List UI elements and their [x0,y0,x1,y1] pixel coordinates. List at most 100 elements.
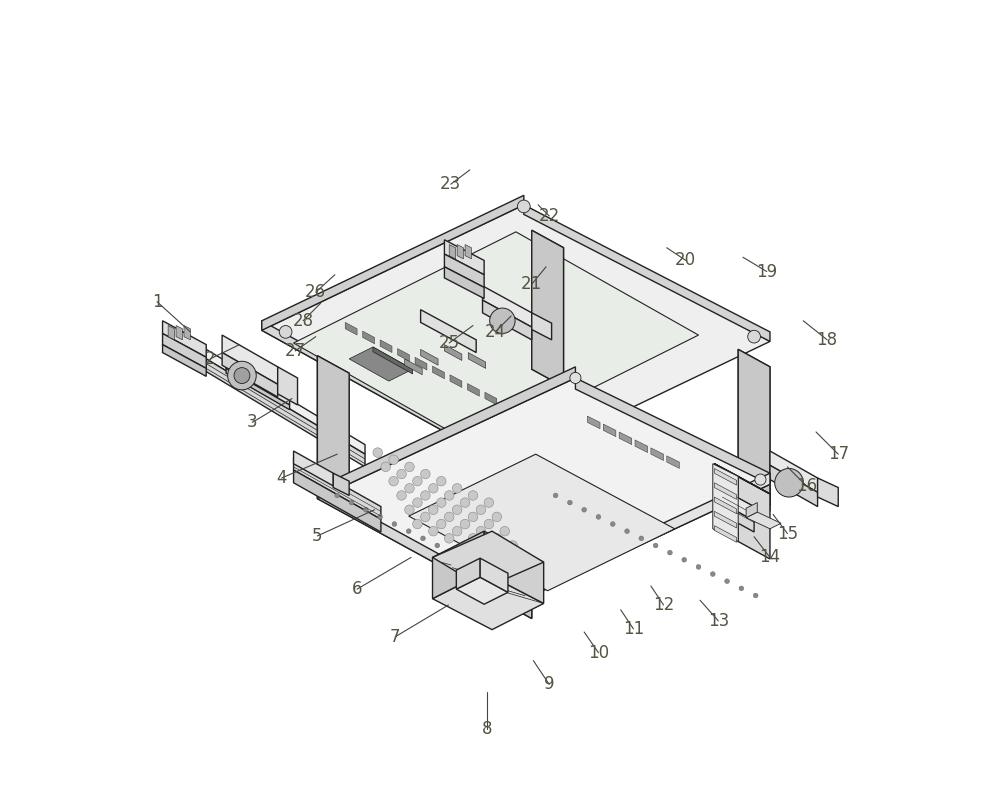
Polygon shape [714,468,737,485]
Polygon shape [397,305,571,414]
Polygon shape [738,349,770,506]
Circle shape [405,462,414,472]
Circle shape [234,368,250,384]
Polygon shape [603,424,616,437]
Polygon shape [467,384,479,396]
Polygon shape [738,476,770,559]
Polygon shape [317,356,349,512]
Circle shape [452,505,462,515]
Circle shape [429,505,438,515]
Text: 3: 3 [247,414,258,431]
Polygon shape [449,245,456,259]
Circle shape [228,361,256,390]
Text: 12: 12 [653,596,674,614]
Circle shape [492,572,497,576]
Text: 1: 1 [152,293,162,310]
Circle shape [435,543,440,548]
Polygon shape [262,205,770,467]
Circle shape [484,519,494,529]
Polygon shape [176,326,182,340]
Polygon shape [537,418,549,431]
Polygon shape [483,286,532,327]
Text: 11: 11 [623,620,644,638]
Polygon shape [456,558,480,589]
Circle shape [476,526,486,536]
Circle shape [739,586,744,591]
Circle shape [429,526,438,536]
Polygon shape [746,512,781,529]
Circle shape [526,593,537,604]
Polygon shape [595,391,770,499]
Circle shape [508,541,517,550]
Polygon shape [714,483,737,499]
Circle shape [492,555,502,565]
Text: 18: 18 [817,331,838,349]
Circle shape [502,456,514,468]
Text: 27: 27 [285,342,306,360]
Polygon shape [444,254,484,287]
Circle shape [710,572,715,576]
Polygon shape [468,353,486,368]
Text: 21: 21 [521,276,542,293]
Polygon shape [635,440,648,453]
Polygon shape [163,333,206,368]
Circle shape [373,448,382,457]
Circle shape [452,484,462,493]
Polygon shape [444,345,462,360]
Circle shape [349,500,354,505]
Polygon shape [262,321,508,467]
Polygon shape [667,456,679,468]
Polygon shape [206,359,365,467]
Text: 5: 5 [312,527,323,545]
Polygon shape [722,503,754,532]
Circle shape [567,500,572,505]
Circle shape [476,505,486,515]
Circle shape [429,484,438,493]
Text: 4: 4 [276,469,287,487]
Circle shape [363,507,368,512]
Polygon shape [444,240,484,275]
Polygon shape [587,416,600,429]
Polygon shape [465,245,471,259]
Circle shape [500,548,510,557]
Text: 20: 20 [675,252,696,269]
Polygon shape [294,451,333,486]
Circle shape [755,474,766,485]
Polygon shape [226,353,290,394]
Polygon shape [714,464,770,494]
Polygon shape [722,489,754,521]
Polygon shape [409,454,675,591]
Polygon shape [226,368,290,410]
Polygon shape [500,462,532,619]
Polygon shape [532,313,552,340]
Polygon shape [502,401,514,414]
Polygon shape [222,335,278,384]
Circle shape [476,548,486,557]
Circle shape [468,512,478,522]
Circle shape [452,526,462,536]
Polygon shape [398,349,409,361]
Polygon shape [714,464,738,542]
Polygon shape [532,230,564,387]
Text: 16: 16 [796,477,817,495]
Circle shape [725,579,729,584]
Circle shape [516,555,525,565]
Polygon shape [444,267,484,299]
Polygon shape [262,195,524,330]
Circle shape [696,565,701,569]
Circle shape [492,534,502,543]
Polygon shape [738,349,770,506]
Circle shape [421,469,430,479]
Polygon shape [405,359,422,375]
Circle shape [405,505,414,515]
Circle shape [436,498,446,507]
Polygon shape [433,531,484,599]
Circle shape [392,522,397,526]
Circle shape [444,512,454,522]
Circle shape [444,534,454,543]
Circle shape [324,490,335,501]
Polygon shape [168,326,174,340]
Circle shape [553,493,558,498]
Polygon shape [222,353,278,397]
Circle shape [506,579,511,584]
